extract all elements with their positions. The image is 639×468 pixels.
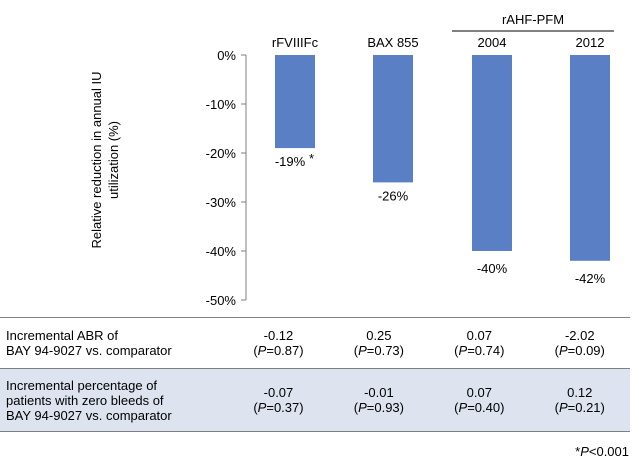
p-symbol: P [558,343,568,358]
y-tick-label: -50% [206,293,237,308]
category-label: 2012 [576,35,605,50]
cell-value: -0.01 [364,385,394,400]
table-cell: -0.07 (P=0.37) [228,368,329,432]
p-eq: = [467,400,475,415]
p-suffix: ) [500,343,505,358]
cell-value: -0.07 [263,385,294,400]
p-prefix: ( [454,400,459,415]
p-prefix: ( [253,343,258,358]
category-label: BAX 855 [367,35,418,50]
y-tick-label: -10% [206,97,237,112]
p-suffix: ) [500,400,505,415]
p-eq: = [467,343,475,358]
p-symbol: P [257,343,267,358]
table-cell: 0.07 (P=0.74) [429,317,530,369]
p-suffix: ) [600,343,605,358]
cell-value: 0.12 [567,385,593,400]
category-labels: rFVIIIFc BAX 855 2004 2012 [272,35,605,50]
y-tick-label: -30% [206,195,237,210]
group-label: rAHF-PFM [502,12,564,27]
p-eq: = [366,400,375,415]
row-label: Incremental percentage of patients with … [0,368,229,432]
p-suffix: ) [600,400,605,415]
cell-value: -2.02 [564,328,595,343]
p-prefix: ( [454,343,459,358]
cell-value: 0.07 [466,328,492,343]
bar-chart: 0% -10% -20% -30% -40% -50% rFVIIIFc BAX 855 20… [206,12,614,308]
p-suffix: ) [399,343,405,358]
data-label: -40% [477,261,508,276]
bar [373,55,413,183]
row-label: Incremental ABR of BAY 94-9027 vs. compa… [0,317,229,369]
p-prefix: ( [554,400,559,415]
row-label-line: BAY 94-9027 vs. comparator [6,343,172,358]
p-symbol: P [257,400,267,415]
p-symbol: P [458,400,468,415]
table-cell: 0.07 (P=0.40) [429,368,530,432]
bars [275,55,610,261]
cell-value: 0.25 [366,328,392,343]
y-tick-label: -40% [206,244,237,259]
footnote-text: <0.001 [588,444,629,459]
p-eq: = [366,343,375,358]
bar [570,55,610,261]
data-label: -42% [575,271,606,286]
y-axis-ticks: 0% -10% -20% -30% -40% -50% [206,48,246,308]
p-suffix: ) [299,400,304,415]
p-prefix: ( [554,343,559,358]
data-label: -19% [275,154,306,169]
p-value: 0.21 [575,400,601,415]
p-value: 0.93 [374,400,400,415]
p-suffix: ) [399,400,405,415]
comparison-table: Incremental ABR of BAY 94-9027 vs. compa… [0,317,630,432]
p-eq: = [266,400,274,415]
table-row-zero-bleeds: Incremental percentage of patients with … [0,368,630,432]
row-label-line: Incremental percentage of [6,377,158,393]
p-prefix: ( [353,343,359,358]
table-cell: 0.12 (P=0.21) [529,368,630,432]
p-prefix: ( [353,400,359,415]
p-symbol: P [358,400,367,415]
p-value: 0.87 [273,343,300,358]
table-cell: 0.25 (P=0.73) [328,317,430,369]
bar [275,55,315,149]
cell-value: -0.12 [263,328,294,343]
p-suffix: ) [299,343,304,358]
footnote: *P<0.001 [575,444,629,459]
table-cell: -0.12 (P=0.87) [228,317,329,369]
p-eq: = [266,343,274,358]
p-symbol: P [358,343,367,358]
significance-marker: * [309,151,314,166]
p-eq: = [567,400,576,415]
footnote-p-symbol: P [580,444,589,459]
p-value: 0.37 [273,400,300,415]
table-cell: -0.01 (P=0.93) [328,368,430,432]
p-eq: = [567,343,576,358]
row-label-line: patients with zero bleeds of [6,392,164,408]
category-label: rFVIIIFc [272,35,319,50]
p-value: 0.09 [575,343,601,358]
table-cell: -2.02 (P=0.09) [529,317,630,369]
p-value: 0.74 [474,343,501,358]
row-label-line: Incremental ABR of [6,328,118,343]
footnote-marker: * [575,444,581,459]
data-labels: -19% * -26% -40% -42% [275,151,606,286]
p-value: 0.73 [374,343,400,358]
cell-value: 0.07 [466,385,492,400]
y-tick-label: -20% [206,146,237,161]
table-row-abr: Incremental ABR of BAY 94-9027 vs. compa… [0,317,630,369]
p-value: 0.40 [474,400,501,415]
p-prefix: ( [253,400,258,415]
data-label: -26% [378,188,409,203]
bar [472,55,512,251]
p-symbol: P [458,343,468,358]
y-axis-label: Relative reduction in annual IU utilizat… [89,71,121,249]
row-label-line: BAY 94-9027 vs. comparator [6,407,172,423]
p-symbol: P [558,400,568,415]
y-tick-label: 0% [217,48,236,63]
category-label: 2004 [478,35,507,50]
